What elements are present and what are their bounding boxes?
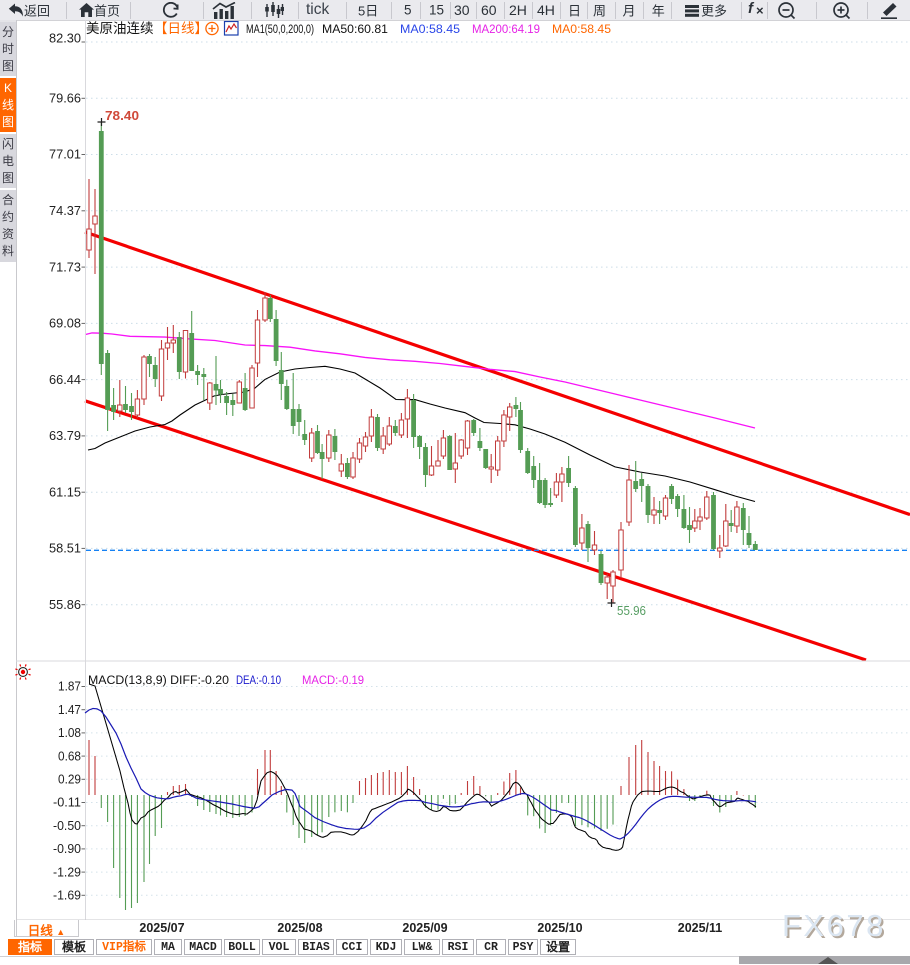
- svg-text:1.47: 1.47: [58, 703, 81, 717]
- svg-text:-0.50: -0.50: [53, 819, 81, 833]
- svg-text:MA50:60.81: MA50:60.81: [322, 22, 388, 36]
- svg-text:63.79: 63.79: [49, 429, 81, 443]
- svg-text:77.01: 77.01: [49, 148, 81, 162]
- svg-text:-0.11: -0.11: [53, 796, 81, 810]
- svg-text:MA0:58.45: MA0:58.45: [552, 22, 611, 36]
- svg-text:-1.29: -1.29: [53, 865, 81, 879]
- svg-text:1.08: 1.08: [58, 726, 81, 740]
- svg-text:1.87: 1.87: [58, 680, 81, 694]
- svg-text:58.51: 58.51: [49, 542, 81, 556]
- svg-text:MA1(50,0,200,0): MA1(50,0,200,0): [246, 22, 314, 36]
- svg-text:MACD:-0.19: MACD:-0.19: [302, 673, 364, 687]
- svg-text:0.29: 0.29: [58, 773, 81, 787]
- svg-text:55.96: 55.96: [617, 604, 646, 618]
- svg-text:-1.69: -1.69: [53, 889, 81, 903]
- svg-text:66.44: 66.44: [49, 373, 81, 387]
- svg-text:69.08: 69.08: [49, 317, 81, 331]
- svg-text:美原油连续: 美原油连续: [86, 21, 154, 36]
- svg-text:【日线】: 【日线】: [154, 21, 208, 36]
- svg-text:74.37: 74.37: [49, 204, 81, 218]
- svg-text:DEA:-0.10: DEA:-0.10: [236, 673, 281, 687]
- svg-text:55.86: 55.86: [49, 598, 81, 612]
- svg-text:MACD(13,8,9) DIFF:-0.20: MACD(13,8,9) DIFF:-0.20: [88, 673, 229, 687]
- svg-text:61.15: 61.15: [49, 485, 81, 499]
- svg-text:82.30: 82.30: [49, 32, 81, 46]
- svg-text:-0.90: -0.90: [53, 842, 81, 856]
- svg-text:MA200:64.19: MA200:64.19: [472, 22, 540, 36]
- svg-text:0.68: 0.68: [58, 749, 81, 763]
- svg-text:MA0:58.45: MA0:58.45: [400, 22, 460, 36]
- svg-text:79.66: 79.66: [49, 92, 81, 106]
- svg-text:71.73: 71.73: [49, 260, 81, 274]
- svg-text:78.40: 78.40: [105, 109, 139, 123]
